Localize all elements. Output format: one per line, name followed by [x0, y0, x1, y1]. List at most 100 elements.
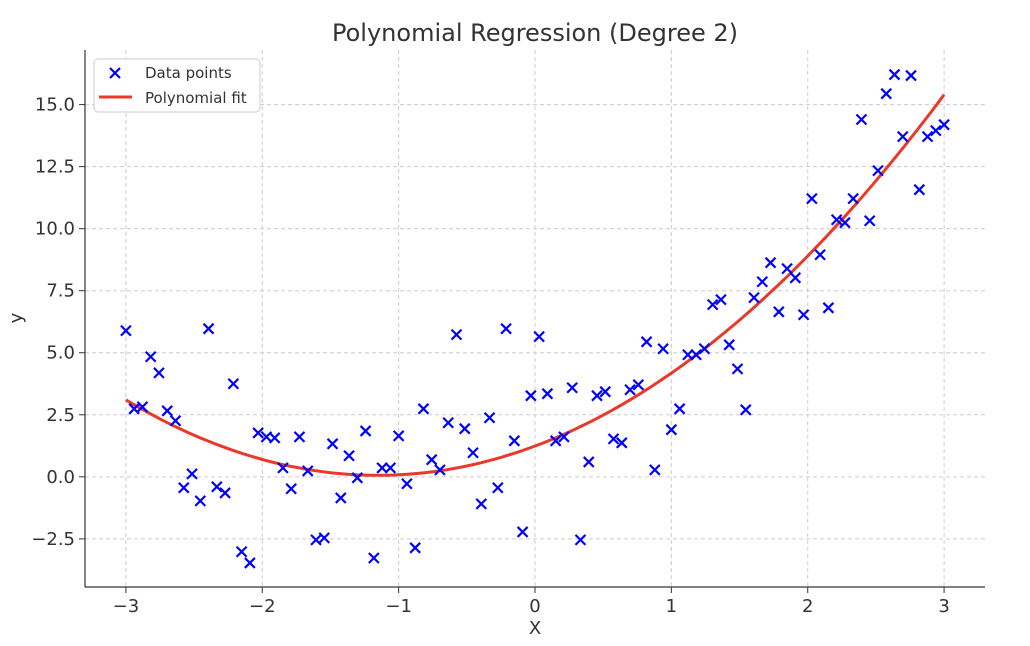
data-point [706, 298, 719, 311]
data-point [252, 427, 264, 439]
data-point [591, 389, 603, 402]
data-point [434, 464, 446, 476]
data-point [285, 482, 297, 495]
data-point [235, 545, 248, 558]
data-point [483, 411, 496, 424]
x-axis-label: X [529, 618, 541, 639]
y-axis-label: y [6, 312, 27, 323]
data-point [549, 435, 562, 447]
legend-label-data-points: Data points [145, 64, 232, 82]
data-point [442, 416, 455, 429]
data-point [822, 302, 835, 314]
data-point [781, 262, 793, 275]
data-point [186, 468, 198, 480]
data-point [277, 462, 289, 474]
data-point [293, 431, 306, 443]
data-point [335, 492, 347, 504]
data-point [467, 446, 479, 459]
legend-label-polynomial-fit: Polynomial fit [145, 89, 247, 107]
data-point [211, 480, 223, 493]
data-point [921, 130, 934, 143]
data-point [219, 487, 231, 499]
data-point [797, 309, 810, 321]
data-point [872, 164, 884, 177]
data-point [450, 328, 463, 341]
fit-layer [125, 93, 946, 477]
data-point [814, 248, 826, 261]
data-point [492, 481, 504, 494]
data-point [566, 381, 578, 394]
data-point [855, 113, 868, 126]
x-tick-label: −2 [249, 596, 276, 617]
data-point [930, 124, 942, 137]
x-tick-label: −1 [385, 596, 412, 617]
y-tick-label: −2.5 [31, 529, 75, 550]
x-tick-label: 2 [802, 596, 813, 617]
data-point [880, 87, 893, 100]
data-point [326, 438, 339, 450]
data-point [177, 481, 190, 494]
data-point [582, 456, 595, 468]
data-point [830, 213, 843, 226]
data-point [343, 449, 355, 462]
legend-marker-x-icon [109, 67, 121, 79]
data-point [401, 477, 413, 490]
data-point [806, 192, 818, 205]
data-point [723, 339, 735, 351]
y-tick-label: 15.0 [35, 95, 75, 116]
data-point [475, 498, 488, 510]
data-point [392, 430, 405, 442]
data-point [789, 272, 802, 284]
data-point [318, 532, 331, 544]
y-tick-label: 2.5 [46, 405, 75, 426]
data-point [905, 69, 917, 82]
y-tick-label: 5.0 [46, 343, 75, 364]
x-tick-label: 3 [938, 596, 949, 617]
data-point [615, 437, 628, 449]
data-point [673, 403, 686, 415]
data-point [359, 425, 372, 437]
data-point [558, 431, 570, 443]
data-point [731, 363, 744, 375]
data-point [715, 293, 727, 306]
data-point [632, 378, 645, 391]
data-point [376, 462, 388, 474]
data-point [657, 342, 669, 355]
data-point [351, 472, 364, 484]
x-tick-label: −3 [113, 596, 140, 617]
data-point [202, 322, 215, 335]
y-tick-label: 7.5 [46, 281, 75, 302]
data-point [756, 275, 769, 288]
data-point [301, 465, 314, 477]
data-point [161, 405, 174, 417]
data-point [310, 534, 322, 546]
data-point [888, 68, 901, 81]
data-point [690, 348, 702, 361]
data-point [153, 367, 165, 379]
data-point [268, 432, 281, 444]
data-point [508, 435, 521, 447]
data-point [384, 462, 397, 474]
data-point [607, 433, 620, 445]
data-point [839, 216, 851, 229]
x-tick-label: 1 [666, 596, 677, 617]
data-point [913, 183, 926, 196]
polynomial-fit-line [125, 93, 946, 477]
ticks: −3 −2 −1 0 1 2 3 −2.5 0.0 2.5 5.0 7.5 10.0 12.5 15.0 [31, 95, 950, 617]
data-point [739, 404, 752, 416]
data-point [698, 342, 711, 355]
data-point [624, 383, 636, 396]
chart-title: Polynomial Regression (Degree 2) [332, 19, 738, 47]
data-point [425, 453, 438, 466]
x-tick-label: 0 [529, 596, 540, 617]
data-point [500, 322, 512, 335]
data-point [665, 423, 678, 436]
data-point [417, 403, 430, 415]
data-point [194, 495, 207, 507]
data-point [409, 542, 421, 554]
data-point [525, 389, 537, 402]
data-point [120, 324, 132, 337]
legend: Data points Polynomial fit [93, 58, 261, 113]
data-point [533, 330, 545, 343]
